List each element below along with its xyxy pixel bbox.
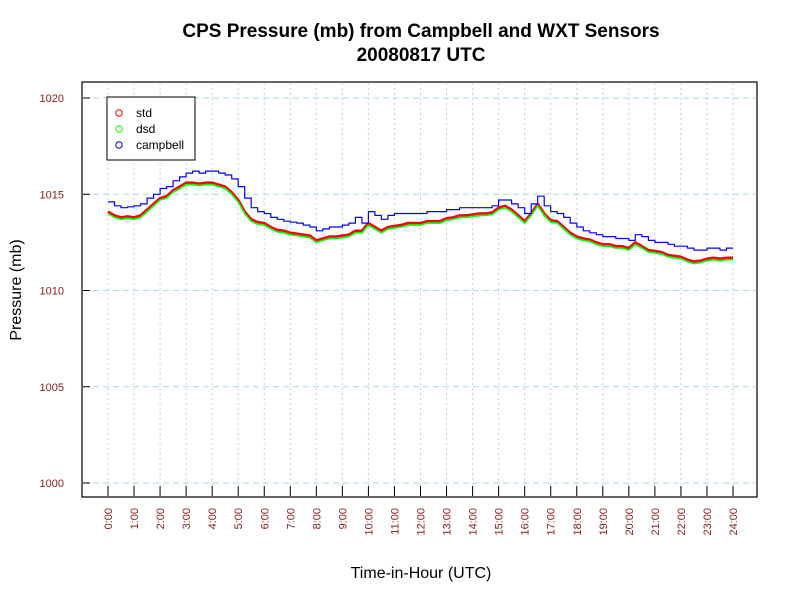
legend-marker-campbell (115, 141, 123, 149)
x-tick-label: 7:00 (285, 508, 297, 529)
series-line-campbell (108, 170, 733, 251)
series-line-dsd (107, 183, 733, 265)
x-tick-label: 11:00 (389, 508, 401, 535)
x-tick-label: 2:00 (155, 508, 167, 529)
x-tick-label: 17:00 (546, 508, 558, 536)
x-tick-label: 0:00 (103, 508, 115, 529)
x-tick-label: 22:00 (676, 508, 688, 536)
x-tick-label: 3:00 (181, 508, 193, 529)
x-tick-label: 1:00 (129, 508, 141, 529)
x-tick-label: 5:00 (233, 508, 245, 529)
y-tick-label: 1020 (40, 93, 64, 105)
plot-frame (81, 81, 758, 498)
x-axis-label: Time-in-Hour (UTC) (351, 565, 492, 582)
x-tick-label: 19:00 (598, 508, 610, 536)
x-tick-label: 21:00 (650, 508, 662, 536)
axis-ticks: 0:00 1:00 2:00 3:00 4:00 5:00 6:00 7:00 8:00 9:00… (40, 93, 740, 536)
x-tick-label: 10:00 (363, 508, 375, 536)
legend-label-std: std (136, 106, 152, 120)
legend-label-dsd: dsd (136, 122, 155, 136)
x-tick-label: 13:00 (442, 508, 454, 536)
data-series (107, 170, 733, 265)
y-axis-label: Pressure (mb) (8, 239, 25, 340)
legend: std dsd campbell (106, 96, 196, 161)
x-tick-label: 24:00 (728, 508, 740, 536)
legend-box (106, 96, 196, 161)
x-tick-label: 23:00 (702, 508, 714, 536)
chart-subtitle: 20080817 UTC (357, 45, 486, 66)
legend-marker-dsd (115, 125, 123, 133)
x-tick-label: 14:00 (468, 508, 480, 536)
x-tick-label: 6:00 (259, 508, 271, 529)
y-tick-label: 1005 (40, 382, 64, 394)
x-tick-label: 18:00 (572, 508, 584, 536)
legend-marker-std (115, 109, 123, 117)
x-tick-label: 20:00 (624, 508, 636, 536)
y-tick-label: 1015 (40, 189, 64, 201)
series-line-std (107, 181, 733, 263)
grid-lines (83, 83, 756, 496)
chart-title: CPS Pressure (mb) from Campbell and WXT … (182, 21, 659, 42)
x-tick-label: 15:00 (494, 508, 506, 536)
y-tick-label: 1010 (40, 286, 64, 298)
x-tick-label: 4:00 (207, 508, 219, 529)
y-tick-label: 1000 (40, 478, 64, 490)
x-tick-label: 16:00 (520, 508, 532, 536)
x-tick-label: 12:00 (416, 508, 428, 536)
legend-label-campbell: campbell (136, 138, 184, 152)
x-tick-label: 8:00 (311, 508, 323, 529)
x-tick-label: 9:00 (337, 508, 349, 529)
